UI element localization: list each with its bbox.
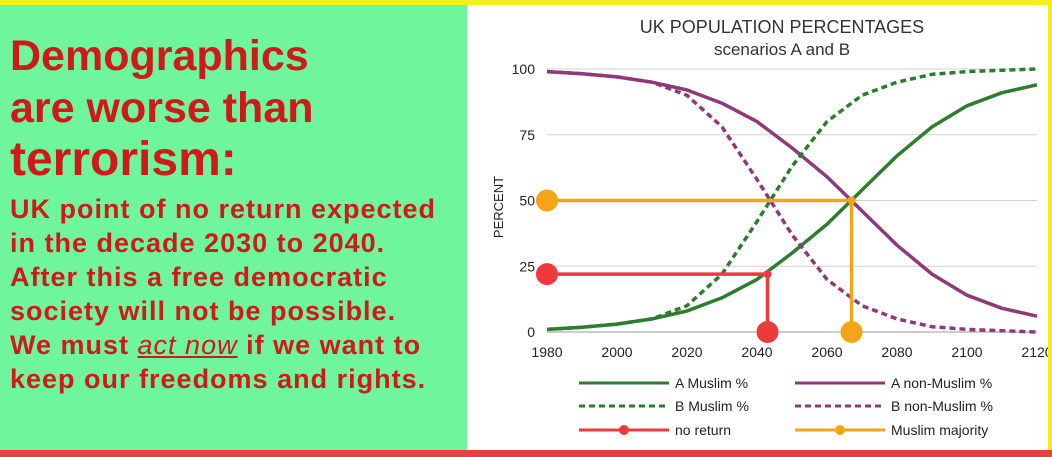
- legend-label: B non-Muslim %: [891, 398, 993, 414]
- x-tick-label: 2020: [671, 344, 702, 360]
- body-line-4: society will not be possible.: [10, 296, 397, 326]
- body-line-5: We must act now if we want to: [10, 328, 465, 362]
- legend-item: no return: [579, 422, 731, 438]
- marker-dot-y: [536, 189, 558, 212]
- y-tick-label: 100: [512, 61, 536, 77]
- legend-label: B Muslim %: [675, 398, 749, 414]
- marker-dot-x: [756, 321, 779, 343]
- y-tick-label: 25: [519, 258, 535, 274]
- body-line-3: After this a free democratic: [10, 262, 388, 292]
- marker-intersection: [763, 270, 772, 279]
- legend-label: Muslim majority: [891, 422, 988, 438]
- reference-markers: [536, 189, 863, 343]
- y-tick-label: 75: [519, 127, 535, 143]
- legend-item: B non-Muslim %: [795, 398, 993, 414]
- body-text: UK point of no return expected in the de…: [10, 192, 465, 396]
- x-tick-label: 2080: [881, 344, 912, 360]
- headline: Demographics are worse than terrorism:: [10, 30, 465, 186]
- bottom-border: [0, 450, 1052, 457]
- x-ticks: 1980 2000 2020 2040 2060 2080 2100 2120: [531, 344, 1048, 360]
- marker-intersection: [847, 196, 856, 205]
- headline-line-1: Demographics: [10, 32, 309, 80]
- legend-dot: [619, 425, 629, 435]
- chart-subtitle: scenarios A and B: [714, 40, 850, 59]
- legend-label: A Muslim %: [675, 375, 748, 391]
- legend-item: A non-Muslim %: [795, 375, 992, 391]
- headline-line-2: are worse than: [10, 84, 314, 132]
- headline-line-3: terrorism:: [10, 133, 237, 186]
- top-border: [0, 0, 1052, 5]
- x-tick-label: 2100: [951, 344, 982, 360]
- series-lines: [546, 67, 1038, 334]
- marker-0: [536, 263, 779, 343]
- legend-item: Muslim majority: [795, 422, 988, 438]
- x-tick-label: 2040: [741, 344, 772, 360]
- legend-item: B Muslim %: [579, 398, 749, 414]
- x-tick-label: 1980: [531, 344, 562, 360]
- y-ticks: 0 25 50 75 100: [512, 61, 536, 340]
- legend-label: no return: [675, 422, 731, 438]
- body-line-5-pre: We must: [10, 330, 138, 360]
- series-line-2: [546, 67, 1038, 332]
- chart-title: UK POPULATION PERCENTAGES: [640, 17, 924, 37]
- body-line-5-post: if we want to: [237, 330, 422, 360]
- x-tick-label: 2060: [811, 344, 842, 360]
- body-line-2: in the decade 2030 to 2040.: [10, 228, 386, 258]
- y-axis-label: PERCENT: [491, 176, 506, 238]
- marker-dot-y: [536, 263, 558, 286]
- act-now-emphasis: act now: [137, 330, 238, 360]
- legend: A Muslim % A non-Muslim % B Muslim % B non-…: [579, 375, 993, 438]
- body-line-6: keep our freedoms and rights.: [10, 364, 427, 394]
- x-tick-label: 2000: [601, 344, 632, 360]
- left-panel: [0, 5, 467, 450]
- y-tick-label: 50: [519, 193, 535, 209]
- right-border: [1048, 5, 1052, 450]
- series-line-3: [546, 69, 1038, 334]
- legend-item: A Muslim %: [579, 375, 748, 391]
- legend-dot: [835, 425, 845, 435]
- y-tick-label: 0: [527, 324, 535, 340]
- message-block: Demographics are worse than terrorism: U…: [10, 30, 465, 396]
- x-tick-label: 2120: [1021, 344, 1048, 360]
- body-line-1: UK point of no return expected: [10, 194, 437, 224]
- population-chart: UK POPULATION PERCENTAGES scenarios A an…: [491, 17, 1048, 438]
- marker-dot-x: [840, 321, 863, 343]
- marker-1: [536, 189, 863, 343]
- legend-label: A non-Muslim %: [891, 375, 992, 391]
